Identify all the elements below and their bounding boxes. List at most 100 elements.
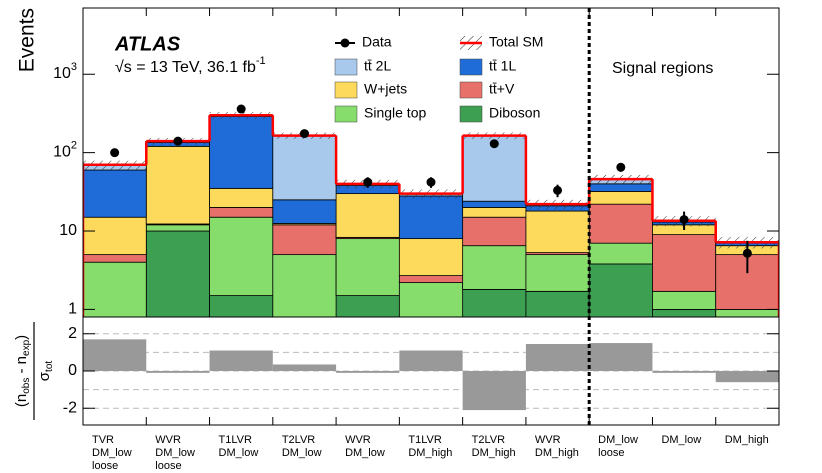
ratio-bar <box>336 371 400 373</box>
ratio-frame <box>82 316 780 426</box>
ratio-bar <box>209 350 273 371</box>
stack-segment <box>398 275 464 283</box>
t: (n <box>13 394 30 407</box>
stack-segment <box>209 115 274 189</box>
legend-swatch <box>334 81 358 99</box>
x-tick-label: T2LVR <box>282 434 315 446</box>
y-tick-label: 1 <box>68 301 77 318</box>
stack-segment <box>462 207 527 218</box>
stack-segment <box>272 254 337 317</box>
ratio-bar <box>589 343 653 371</box>
x-tick-label: WVR <box>345 434 371 446</box>
stack-segment <box>335 238 400 297</box>
x-tick-label: DM_low <box>598 434 638 446</box>
stack-segment <box>588 183 653 192</box>
y-tick-base: 10 <box>53 65 71 82</box>
stack-segment <box>652 234 717 292</box>
x-tick-label: loose <box>155 460 181 472</box>
ratio-bar <box>525 344 590 371</box>
stack-segment <box>145 145 210 225</box>
data-point <box>553 185 563 195</box>
stack-segment <box>462 200 527 208</box>
stack-segment <box>272 199 337 224</box>
stack-segment <box>652 309 717 317</box>
x-tick-label: DM_high <box>472 447 516 459</box>
data-point <box>173 136 183 146</box>
x-tick-label: DM_high <box>535 447 579 459</box>
stack-segment <box>83 169 147 218</box>
ratio-bar <box>272 364 337 371</box>
stack-segment <box>462 245 527 290</box>
t: - n <box>13 356 30 378</box>
y-tick-label: 102 <box>53 140 77 161</box>
stack-segment <box>525 210 590 254</box>
ratio-bar <box>652 371 716 373</box>
y-axis-label: Events <box>16 8 39 72</box>
ratio-y-tick-label: -2 <box>63 399 77 416</box>
stack-segment <box>145 230 210 317</box>
energy-sup: -1 <box>256 55 266 67</box>
legend-label: tt̄+V <box>489 81 515 97</box>
stack-segment <box>588 242 653 265</box>
ratio-bar <box>715 371 779 383</box>
stack-segment <box>209 295 274 317</box>
ratio-bar <box>146 371 210 373</box>
x-tick-label: WVR <box>155 434 181 446</box>
stack-segment <box>525 290 590 317</box>
stack-segment <box>588 263 653 317</box>
legend-label: tt̄ 2L <box>364 58 391 74</box>
stack-segment <box>272 135 337 201</box>
ratio-bar <box>462 371 526 411</box>
legend-swatch <box>459 105 483 123</box>
x-tick-label: DM_low <box>661 434 701 446</box>
data-point <box>363 177 373 187</box>
ratio-bar <box>83 339 147 371</box>
stack-segment <box>588 191 653 205</box>
x-tick-label: T1LVR <box>219 434 252 446</box>
ratio-y-label-den: σtot <box>36 361 55 382</box>
legend-data-marker <box>340 38 350 48</box>
overlay: 110102103-202TVRDM_lowlooseWVRDM_lowloos… <box>53 8 780 472</box>
stack-segment <box>398 195 464 240</box>
legend-swatch <box>334 105 358 123</box>
y-tick-label: 10 <box>59 222 77 239</box>
stack-segment <box>398 238 464 276</box>
ratio-y-tick-label: 0 <box>68 362 77 379</box>
x-tick-label: TVR <box>92 434 114 446</box>
data-point <box>679 215 689 225</box>
ratio-y-label-num: (nobs - nexp) <box>13 335 32 407</box>
t: ) <box>13 335 30 340</box>
legend-swatch <box>334 58 358 76</box>
y-tick-base: 10 <box>53 144 71 161</box>
x-tick-label: DM_low <box>282 447 322 459</box>
signal-region-label: Signal regions <box>612 60 713 77</box>
x-tick-label: DM_low <box>345 447 385 459</box>
x-tick-label: DM_low <box>92 447 132 459</box>
legend-label: Data <box>362 34 392 50</box>
stack-segment <box>652 290 717 310</box>
legend-label: Total SM <box>489 34 543 50</box>
ratio-y-tick-label: 2 <box>68 325 77 342</box>
stack-segment <box>209 207 274 218</box>
x-tick-label: DM_low <box>155 447 195 459</box>
data-point <box>616 162 626 172</box>
legend-label: Diboson <box>489 105 540 121</box>
legend-label: W+jets <box>364 81 407 97</box>
t: exp <box>21 339 32 356</box>
stack-segment <box>83 254 147 263</box>
stack-segment <box>462 288 527 317</box>
stack-segment <box>335 295 400 317</box>
data-point <box>489 139 499 149</box>
stack-segment <box>335 193 400 238</box>
legend-swatch <box>459 81 483 99</box>
legend-label: Single top <box>364 105 426 121</box>
stack-segment <box>209 216 274 297</box>
stack-segment <box>209 187 274 208</box>
legend-label: tt̄ 1L <box>489 58 516 74</box>
stack-segment <box>588 203 653 244</box>
stack-segment <box>398 282 464 317</box>
energy-label: √s = 13 TeV, 36.1 fb-1 <box>115 55 266 76</box>
legend-swatch <box>459 58 483 76</box>
x-tick-label: WVR <box>535 434 561 446</box>
